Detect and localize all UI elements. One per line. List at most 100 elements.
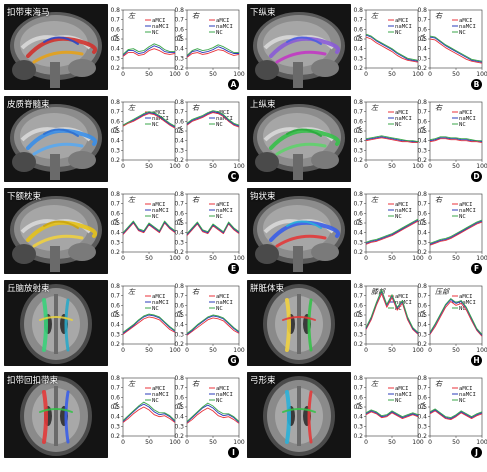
panel-e: 下额枕束 0.2 0.3 0.4 0.5 0.6 0.7 0.8 0 50 100 FA 左 aMCI na… <box>2 186 245 276</box>
y-tick-label: 0.3 <box>174 331 184 338</box>
x-tick-label: 0 <box>121 439 125 446</box>
fa-profile-chart: 0.2 0.3 0.4 0.5 0.6 0.7 0.8 0 50 100 FA 右 aMCInaMCIN… <box>174 283 244 354</box>
y-tick-label: 0.5 <box>353 404 363 411</box>
y-tick-label: 0.2 <box>174 65 184 72</box>
brain-image-frame: 扣带束海马 <box>4 4 108 90</box>
legend-label: NC <box>216 214 223 220</box>
y-tick-label: 0.2 <box>417 341 427 348</box>
legend-label: naMCI <box>216 208 233 214</box>
panel-letter-badge: I <box>228 447 239 458</box>
panel-letter-badge: E <box>228 263 239 274</box>
y-tick-label: 0.8 <box>353 7 363 14</box>
y-tick-label: 0.7 <box>417 385 427 392</box>
brain-mri-image <box>247 280 351 366</box>
x-tick-label: 100 <box>476 71 487 78</box>
series-line-nc <box>186 314 240 334</box>
legend-label: aMCI <box>216 110 229 116</box>
legend-label: aMCI <box>459 386 472 392</box>
side-label: 膝部 <box>371 288 386 296</box>
y-tick-label: 0.8 <box>110 283 120 290</box>
panel-d: 上纵束 0.2 0.3 0.4 0.5 0.6 0.7 0.8 0 50 100 FA 左 aMCI naM… <box>245 94 487 184</box>
y-tick-label: 0.3 <box>417 423 427 430</box>
x-tick-label: 100 <box>412 255 424 262</box>
x-tick-label: 50 <box>388 255 396 262</box>
x-tick-label: 100 <box>169 71 181 78</box>
x-tick-label: 0 <box>364 71 368 78</box>
side-label: 压部 <box>435 288 450 296</box>
series-line-nc <box>365 289 419 333</box>
x-tick-label: 50 <box>145 347 153 354</box>
legend-label: aMCI <box>152 202 165 208</box>
x-tick-label: 0 <box>185 439 189 446</box>
y-tick-label: 0.5 <box>174 404 184 411</box>
tract-name: 皮质脊髓束 <box>7 100 50 110</box>
chart-left: 0.2 0.3 0.4 0.5 0.6 0.7 0.8 0 50 100 FA 膝部 aMCI naMCI… <box>353 280 423 362</box>
panel-f: 钩状束 0.2 0.3 0.4 0.5 0.6 0.7 0.8 0 50 100 FA 左 aMCI naM… <box>245 186 487 276</box>
y-tick-label: 0.2 <box>417 433 427 440</box>
legend-label: naMCI <box>216 24 233 30</box>
x-tick-label: 50 <box>452 255 460 262</box>
legend-label: naMCI <box>395 392 412 398</box>
series-line-namci <box>365 410 419 419</box>
chart-right: 0.2 0.3 0.4 0.5 0.6 0.7 0.8 0 50 100 FA 右 aMCI naMCI N… <box>417 372 487 454</box>
legend-label: NC <box>459 30 466 36</box>
legend-label: NC <box>459 398 466 404</box>
brain-image-frame: 丘脑放射束 <box>4 280 108 366</box>
y-tick-label: 0.7 <box>174 201 184 208</box>
series-line-namci <box>186 222 240 235</box>
y-tick-label: 0.5 <box>110 36 120 43</box>
y-tick-label: 0.7 <box>174 109 184 116</box>
x-tick-label: 100 <box>169 255 181 262</box>
y-tick-label: 0.6 <box>174 394 184 401</box>
y-tick-label: 0.6 <box>417 26 427 33</box>
chart-right: 0.2 0.3 0.4 0.5 0.6 0.7 0.8 0 50 100 FA 右 aMCI naMCI N… <box>417 188 487 270</box>
series-line-nc <box>186 221 240 234</box>
x-tick-label: 0 <box>428 439 432 446</box>
legend-label: NC <box>459 122 466 128</box>
legend-label: naMCI <box>152 208 169 214</box>
panel-c: 皮质脊髓束 0.2 0.3 0.4 0.5 0.6 0.7 0.8 0 50 100 FA 左 aMCI n… <box>2 94 245 184</box>
y-tick-label: 0.6 <box>353 118 363 125</box>
legend-label: naMCI <box>216 116 233 122</box>
y-tick-label: 0.4 <box>110 230 120 237</box>
legend-label: aMCI <box>459 18 472 24</box>
side-label: 右 <box>435 12 443 20</box>
y-tick-label: 0.7 <box>417 17 427 24</box>
y-tick-label: 0.8 <box>110 191 120 198</box>
x-tick-label: 100 <box>233 255 245 262</box>
x-tick-label: 100 <box>476 255 487 262</box>
series-line-amci <box>365 137 418 144</box>
y-tick-label: 0.5 <box>353 312 363 319</box>
x-tick-label: 0 <box>364 439 368 446</box>
legend-label: NC <box>395 30 402 36</box>
legend-label: aMCI <box>216 386 229 392</box>
brain-mri-image <box>4 4 108 90</box>
y-tick-label: 0.5 <box>417 312 427 319</box>
y-tick-label: 0.3 <box>174 423 184 430</box>
y-tick-label: 0.4 <box>417 138 427 145</box>
x-tick-label: 0 <box>185 163 189 170</box>
fa-profile-chart: 0.2 0.3 0.4 0.5 0.6 0.7 0.8 0 50 100 FA 右 aMCInaMCIN… <box>417 191 487 262</box>
chart-right: 0.2 0.3 0.4 0.5 0.6 0.7 0.8 0 50 100 FA 右 aMCI naMCI N… <box>174 4 244 86</box>
y-tick-label: 0.7 <box>110 201 120 208</box>
y-tick-label: 0.8 <box>417 7 427 14</box>
y-axis-label: FA <box>420 309 427 317</box>
y-tick-label: 0.5 <box>417 220 427 227</box>
fa-profile-chart: 0.2 0.3 0.4 0.5 0.6 0.7 0.8 0 50 100 FA 左 aMCInaMCIN… <box>353 7 423 78</box>
x-tick-label: 50 <box>452 347 460 354</box>
chart-left: 0.2 0.3 0.4 0.5 0.6 0.7 0.8 0 50 100 FA 左 aMCI naMCI N… <box>353 372 423 454</box>
y-tick-label: 0.3 <box>417 55 427 62</box>
y-tick-label: 0.8 <box>174 191 184 198</box>
y-tick-label: 0.6 <box>174 26 184 33</box>
series-line-nc <box>186 402 240 422</box>
x-tick-label: 50 <box>452 163 460 170</box>
y-tick-label: 0.4 <box>417 414 427 421</box>
legend-label: NC <box>152 122 159 128</box>
fa-profile-chart: 0.2 0.3 0.4 0.5 0.6 0.7 0.8 0 50 100 FA 右 aMCInaMCIN… <box>174 191 245 262</box>
y-tick-label: 0.7 <box>174 385 184 392</box>
tract-name: 扣带回扣带束 <box>7 376 59 386</box>
fa-profile-chart: 0.2 0.3 0.4 0.5 0.6 0.7 0.8 0 50 100 FA 右 aMCInaMCIN… <box>417 7 487 78</box>
y-tick-label: 0.3 <box>110 147 120 154</box>
legend-label: aMCI <box>216 18 229 24</box>
y-tick-label: 0.4 <box>417 46 427 53</box>
